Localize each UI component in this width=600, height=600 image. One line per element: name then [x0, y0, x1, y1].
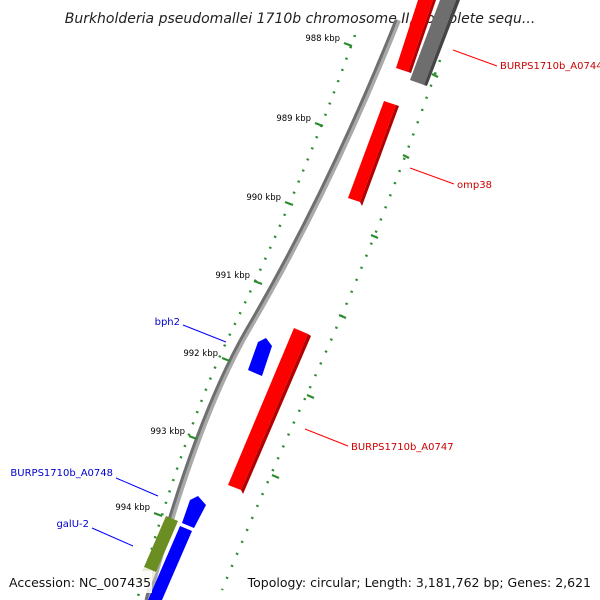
tick-label-993: 993 kbp: [150, 427, 185, 437]
svg-text:BURPS1710b_A0748: BURPS1710b_A0748: [10, 468, 113, 479]
gene-label-BURPS1710b_A0748[interactable]: BURPS1710b_A0748: [10, 468, 159, 497]
tick-label-992: 992 kbp: [183, 349, 218, 359]
tick-label-988: 988 kbp: [305, 34, 340, 44]
topology-text: Topology: circular; Length: 3,181,762 bp…: [247, 575, 591, 590]
accession-bg: [4, 571, 152, 593]
gene-label-BURPS1710b_A0747[interactable]: BURPS1710b_A0747: [304, 428, 454, 453]
tick-993: 993 kbp: [150, 427, 198, 441]
topology-bg: [258, 571, 596, 593]
svg-text:omp38: omp38: [457, 180, 492, 191]
tick-989: 989 kbp: [276, 114, 324, 128]
gene-BURPS1710b_A0744[interactable]: [396, 0, 436, 73]
gene-bph2[interactable]: [248, 338, 272, 376]
gene-label-omp38[interactable]: omp38: [409, 167, 492, 191]
svg-text:BURPS1710b_A0747: BURPS1710b_A0747: [351, 442, 454, 453]
tick-990: 990 kbp: [246, 193, 294, 207]
gene-label-BURPS1710b_A0744[interactable]: BURPS1710b_A0744: [452, 49, 600, 72]
chromosome-backbone: [144, 19, 398, 600]
gene-omp38[interactable]: [348, 101, 399, 206]
svg-text:galU-2: galU-2: [56, 519, 89, 530]
map-title: Burkholderia pseudomallei 1710b chromoso…: [65, 11, 536, 27]
outer-tick-ring: [220, 59, 442, 591]
gene-label-bph2[interactable]: bph2: [155, 317, 227, 343]
gene-BURPS1710b_A0747[interactable]: [228, 328, 311, 494]
tick-992: 992 kbp: [183, 349, 231, 363]
gene-BURPS1710b_A0748[interactable]: [182, 496, 206, 528]
chromosome-backbone-shadow: [145, 18, 401, 600]
tick-label-991: 991 kbp: [215, 271, 250, 281]
svg-text:bph2: bph2: [155, 317, 180, 328]
tick-988: 988 kbp: [305, 34, 353, 48]
accession-text: Accession: NC_007435: [9, 575, 151, 590]
gene-grey-feature[interactable]: [410, 0, 460, 86]
tick-994: 994 kbp: [115, 503, 163, 518]
tick-label-989: 989 kbp: [276, 114, 311, 124]
gene-label-galU-2[interactable]: galU-2: [56, 519, 134, 547]
gene-blue-lower[interactable]: [148, 526, 192, 600]
outer-ring-dashes: [271, 73, 439, 480]
tick-label-990: 990 kbp: [246, 193, 281, 203]
svg-text:BURPS1710b_A0744: BURPS1710b_A0744: [500, 61, 600, 72]
tick-label-994: 994 kbp: [115, 503, 150, 513]
tick-991: 991 kbp: [215, 271, 263, 286]
